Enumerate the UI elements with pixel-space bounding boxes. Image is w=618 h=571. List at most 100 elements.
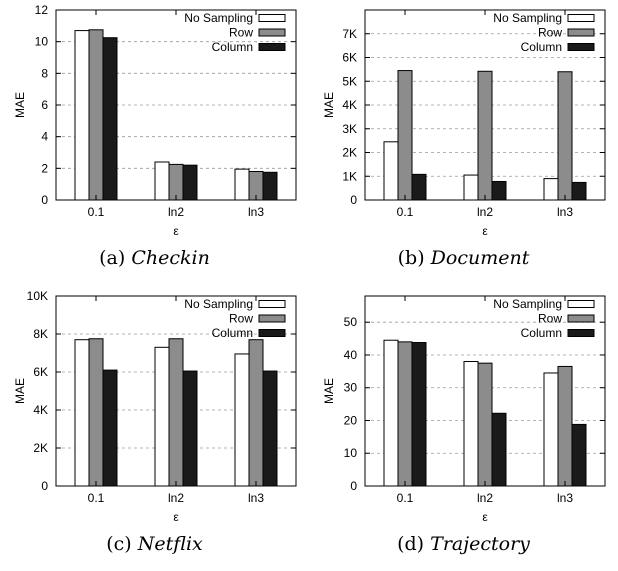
y-tick-label: 50 — [344, 315, 358, 329]
y-axis-title: MAE — [322, 378, 336, 404]
bar — [491, 412, 507, 487]
y-tick-label: 30 — [344, 381, 358, 395]
bar — [154, 346, 170, 487]
chart-panel: 0 2K 4K 6K 8K 10K 0.1 ln2 ln3 ε MAE No Sampling Row C… — [0, 286, 309, 571]
legend-swatch — [567, 14, 595, 22]
caption-label: (d) — [397, 533, 431, 555]
legend-label: Row — [229, 26, 253, 40]
legend-swatch — [258, 43, 286, 51]
legend-label: Row — [538, 312, 562, 326]
y-tick-label: 0 — [350, 193, 357, 207]
bar — [88, 29, 104, 201]
y-tick-label: 0 — [41, 193, 48, 207]
y-tick-label: 4K — [33, 403, 48, 417]
bar — [557, 365, 573, 487]
x-axis-title: ε — [482, 510, 488, 524]
bar — [248, 339, 264, 487]
bar — [383, 339, 399, 487]
y-tick-label: 0 — [41, 479, 48, 493]
chart-caption: (a) Checkin — [0, 247, 309, 269]
caption-dataset-name: Checkin — [131, 247, 210, 269]
y-axis-title: MAE — [322, 92, 336, 118]
y-tick-label: 1K — [342, 169, 357, 183]
caption-label: (b) — [397, 247, 431, 269]
bar-chart: 0 10 20 30 40 50 0.1 ln2 ln3 ε MAE No SamplingRowCo… — [322, 295, 606, 524]
legend-swatch — [258, 329, 286, 337]
y-tick-label: 10 — [35, 35, 49, 49]
plot-frame — [364, 295, 606, 487]
y-tick-label: 4K — [342, 98, 357, 112]
chart-panel: 0 2 4 6 8 10 12 0.1 ln2 ln3 ε MAE No Sampling Row Colu… — [0, 0, 309, 285]
y-tick-label: 0 — [350, 479, 357, 493]
y-tick-label: 12 — [35, 3, 49, 17]
bar-chart: 0 2 4 6 8 10 12 0.1 ln2 ln3 ε MAE No SamplingRowColu… — [13, 3, 297, 238]
legend-label: Column — [521, 40, 562, 54]
bar — [383, 141, 399, 201]
plot-frame — [364, 9, 606, 201]
x-tick-label: 0.1 — [88, 205, 105, 219]
caption-dataset-name: Document — [430, 247, 530, 269]
plot-frame — [55, 295, 297, 487]
legend-label: No Sampling — [184, 297, 253, 311]
y-tick-label: 6K — [342, 51, 357, 65]
legend-swatch — [258, 14, 286, 22]
legend-label: No Sampling — [493, 297, 562, 311]
legend-swatch — [567, 329, 595, 337]
x-tick-label: 0.1 — [397, 491, 414, 505]
bar — [543, 372, 559, 487]
bar — [571, 423, 587, 487]
bar — [397, 70, 413, 201]
bar — [74, 339, 90, 487]
plot-frame — [55, 9, 297, 201]
x-tick-label: ln3 — [557, 205, 573, 219]
bar — [463, 174, 479, 201]
y-axis-title: MAE — [13, 92, 27, 118]
legend-swatch — [567, 314, 595, 323]
bar — [477, 70, 493, 201]
legend-label: Column — [212, 40, 253, 54]
y-tick-label: 6 — [41, 98, 48, 112]
bar — [491, 180, 507, 201]
bar-chart: 0 2K 4K 6K 8K 10K 0.1 ln2 ln3 ε MAE No SamplingRowC… — [13, 289, 297, 524]
caption-label: (a) — [99, 247, 132, 269]
x-tick-label: 0.1 — [397, 205, 414, 219]
y-tick-label: 40 — [344, 348, 358, 362]
bar — [168, 338, 184, 487]
y-tick-label: 5K — [342, 74, 357, 88]
bar-chart: 0 1K 2K 3K 4K 5K 6K 7K 0.1 ln2 ln3 ε MAE No SamplingR… — [322, 9, 606, 238]
x-tick-label: ln2 — [477, 205, 493, 219]
y-tick-label: 10 — [344, 446, 358, 460]
x-tick-label: ln2 — [477, 491, 493, 505]
chart-panel: 0 10 20 30 40 50 0.1 ln2 ln3 ε MAE No Sampling Row Co… — [309, 286, 618, 571]
y-tick-label: 2K — [342, 146, 357, 160]
legend-label: Column — [521, 326, 562, 340]
legend-label: Row — [229, 312, 253, 326]
x-axis-title: ε — [482, 224, 488, 238]
y-tick-label: 8K — [33, 327, 48, 341]
x-tick-label: 0.1 — [88, 491, 105, 505]
chart-caption: (b) Document — [309, 247, 618, 269]
legend-swatch — [567, 43, 595, 51]
chart-panel: 0 1K 2K 3K 4K 5K 6K 7K 0.1 ln2 ln3 ε MAE No Sampling R… — [309, 0, 618, 285]
bar — [234, 353, 250, 487]
legend-swatch — [258, 28, 286, 37]
y-tick-label: 10K — [27, 289, 48, 303]
y-tick-label: 20 — [344, 413, 358, 427]
legend-label: Column — [212, 326, 253, 340]
x-tick-label: ln2 — [168, 491, 184, 505]
x-axis-title: ε — [173, 510, 179, 524]
caption-dataset-name: Trajectory — [430, 533, 530, 555]
bar — [88, 338, 104, 487]
bar — [234, 168, 250, 201]
bar — [557, 71, 573, 201]
x-axis-title: ε — [173, 224, 179, 238]
y-tick-label: 8 — [41, 66, 48, 80]
y-tick-label: 2 — [41, 161, 48, 175]
bar — [74, 30, 90, 201]
bar — [411, 342, 427, 487]
legend-swatch — [567, 300, 595, 308]
y-tick-label: 3K — [342, 122, 357, 136]
bar — [102, 369, 118, 487]
caption-dataset-name: Netflix — [137, 533, 203, 555]
bar — [411, 173, 427, 201]
